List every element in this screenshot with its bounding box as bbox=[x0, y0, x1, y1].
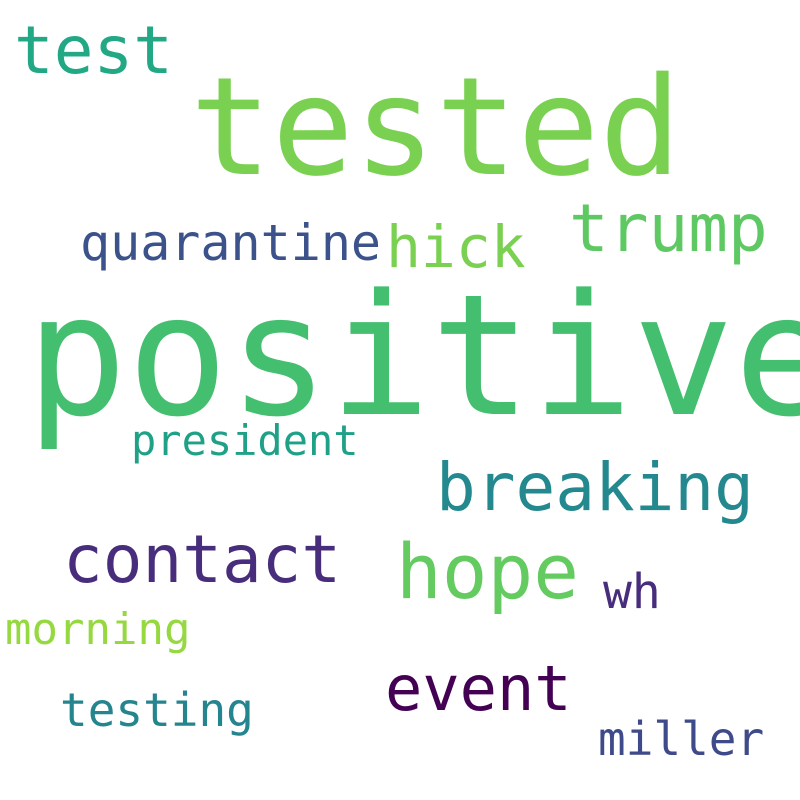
word-morning: morning bbox=[5, 604, 191, 655]
word-test: test bbox=[14, 12, 173, 89]
word-president: president bbox=[131, 416, 359, 465]
word-hick: hick bbox=[386, 213, 526, 281]
word-event: event bbox=[385, 652, 572, 725]
word-hope: hope bbox=[396, 527, 580, 616]
word-breaking: breaking bbox=[436, 449, 754, 526]
word-contact: contact bbox=[63, 521, 342, 598]
word-testing: testing bbox=[60, 683, 254, 737]
word-wh: wh bbox=[603, 564, 661, 620]
word-quarantine: quarantine bbox=[80, 214, 382, 272]
word-trump: trump bbox=[569, 190, 768, 267]
word-miller: miller bbox=[598, 712, 765, 766]
word-tested: tested bbox=[190, 49, 682, 207]
word-positive: positive bbox=[26, 258, 800, 454]
